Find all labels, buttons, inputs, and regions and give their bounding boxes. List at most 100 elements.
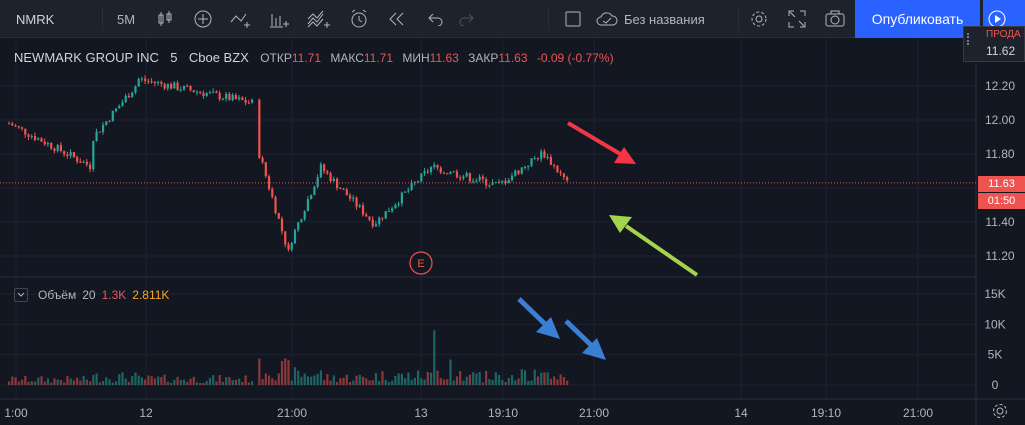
legend-exchange: Cboe BZX <box>188 50 249 65</box>
volume-bar <box>290 380 293 385</box>
volume-bar <box>69 378 72 385</box>
candle-body <box>234 94 237 100</box>
volume-bar <box>501 379 504 385</box>
volume-bar <box>523 370 527 385</box>
price-tick: 11.40 <box>985 215 1014 229</box>
high-label: МАКС <box>330 51 364 65</box>
add-indicator-icon[interactable] <box>186 0 220 38</box>
volume-bar <box>241 381 244 385</box>
volume-bar <box>284 358 287 385</box>
candle-body <box>163 83 166 89</box>
candle-body <box>361 205 365 215</box>
candle-body <box>323 164 326 172</box>
redo-icon[interactable] <box>450 0 484 38</box>
volume-bar <box>468 374 472 385</box>
candle-body <box>352 197 355 199</box>
symbol-search-button[interactable]: NMRK <box>0 0 116 38</box>
layout-icon[interactable] <box>556 0 590 38</box>
layout-name-button[interactable]: Без названия <box>596 0 731 38</box>
volume-bar <box>166 381 169 385</box>
volume-bar <box>46 378 50 385</box>
axis-settings-icon[interactable] <box>993 404 1007 418</box>
volume-bar <box>391 380 394 385</box>
candle-body <box>76 156 79 162</box>
candle-body <box>391 208 394 211</box>
volume-bar <box>247 382 250 385</box>
candle-body <box>50 142 53 149</box>
candle-body <box>468 173 472 182</box>
volume-bar <box>92 374 95 385</box>
volume-bar <box>297 370 300 385</box>
time-tick: 1:00 <box>4 406 28 420</box>
candle-body <box>498 181 501 183</box>
volume-bar <box>212 375 215 385</box>
volume-bar <box>131 376 134 385</box>
volume-bar <box>420 378 423 385</box>
volume-bar <box>374 373 378 385</box>
volume-bar <box>459 371 462 385</box>
sell-button[interactable]: ПРОДА 11.62 <box>963 26 1025 62</box>
volume-bar <box>520 369 523 385</box>
candle-body <box>520 167 523 174</box>
candle-body <box>108 121 111 123</box>
time-tick: 19:10 <box>811 406 841 420</box>
volume-ma-value: 2.811K <box>132 288 170 302</box>
volume-bar <box>355 375 358 385</box>
volume-bar <box>20 379 24 385</box>
candle-body <box>530 158 533 166</box>
snapshot-icon[interactable] <box>818 0 852 38</box>
templates-icon[interactable] <box>300 0 340 38</box>
volume-bar <box>336 382 339 385</box>
fullscreen-icon[interactable] <box>780 0 814 38</box>
volume-bar <box>407 372 410 385</box>
publish-button[interactable]: Опубликовать <box>855 0 980 38</box>
volume-bar <box>40 376 43 385</box>
candle-body <box>105 121 108 125</box>
volume-bar <box>381 371 384 385</box>
candle-body <box>137 78 140 87</box>
volume-bar <box>140 377 144 385</box>
volume-bar <box>348 381 352 385</box>
volume-bar <box>397 373 400 385</box>
candle-body <box>134 86 137 93</box>
candle-body <box>98 131 101 133</box>
candle-body <box>59 145 63 152</box>
volume-bar <box>533 369 536 385</box>
candle-body <box>316 177 319 187</box>
candle-body <box>378 217 381 225</box>
symbol-legend: NEWMARK GROUP INC 5 Cboe BZX ОТКР11.71 М… <box>14 50 620 65</box>
candle-body <box>381 217 384 219</box>
cloud-icon <box>596 11 618 27</box>
low-value: 11.63 <box>429 51 459 65</box>
volume-bar <box>27 381 30 385</box>
candle-body <box>394 204 397 209</box>
volume-bar <box>481 382 484 385</box>
undo-icon[interactable] <box>418 0 452 38</box>
collapse-chevron-icon[interactable] <box>14 288 28 302</box>
alert-icon[interactable] <box>342 0 376 38</box>
candle-body <box>221 98 225 100</box>
volume-bar <box>387 381 391 385</box>
candle-body <box>462 176 465 179</box>
volume-bar <box>410 380 413 385</box>
candle-body <box>147 80 150 82</box>
earnings-marker[interactable]: E <box>409 251 433 275</box>
candle-body <box>517 170 520 174</box>
replay-icon[interactable] <box>380 0 414 38</box>
candle-body <box>566 177 569 181</box>
time-axis: 1:00 12 21:00 13 19:10 21:00 14 19:10 21:00 <box>4 406 933 420</box>
time-tick: 21:00 <box>903 406 933 420</box>
settings-icon[interactable] <box>742 0 776 38</box>
indicators-icon[interactable] <box>262 0 296 38</box>
volume-bar <box>271 378 274 385</box>
candle-body <box>199 91 202 93</box>
candle-body <box>523 166 527 168</box>
volume-bar <box>504 382 507 385</box>
candle-body <box>446 173 449 175</box>
interval-button[interactable]: 5M <box>106 0 146 38</box>
candle-body <box>481 176 484 180</box>
compare-icon[interactable] <box>224 0 258 38</box>
candles-icon[interactable] <box>148 0 182 38</box>
volume-bar <box>264 373 267 385</box>
